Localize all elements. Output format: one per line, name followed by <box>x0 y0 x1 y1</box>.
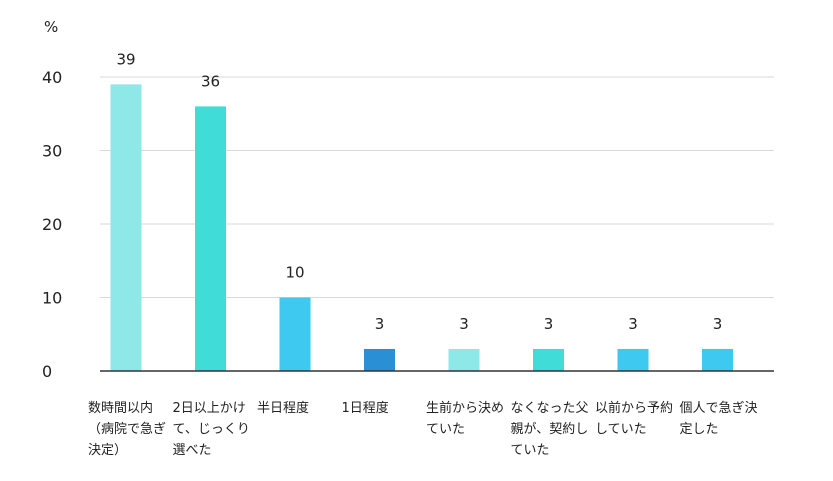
x-tick-label: 1日程度 <box>341 401 389 416</box>
bar <box>110 84 142 371</box>
bar <box>195 106 226 372</box>
data-label: 39 <box>116 50 135 68</box>
data-label: 3 <box>628 315 638 333</box>
x-tick-label: 個人で急ぎ決定した <box>679 401 758 437</box>
x-tick-label: 生前から決めていた <box>426 401 505 437</box>
y-tick-label: 30 <box>42 142 62 161</box>
data-label: 3 <box>459 315 469 333</box>
bar <box>448 348 480 371</box>
x-tick-label: 半日程度 <box>257 401 310 416</box>
data-labels: 39 36 10 3 3 3 3 3 <box>116 50 722 333</box>
x-tick-label: 以前から予約していた <box>595 401 674 437</box>
bar <box>533 348 564 371</box>
bar <box>702 348 733 371</box>
x-tick-label: 数時間以内（病院で急ぎ決定） <box>88 401 167 458</box>
data-label: 36 <box>201 72 220 90</box>
x-tick-label: 2日以上かけて、じっくり選べた <box>172 401 250 458</box>
y-tick-label: 40 <box>42 68 62 87</box>
x-tick-label: なくなった父親が、契約していた <box>510 401 589 458</box>
bar <box>364 348 395 371</box>
y-unit-label: % <box>44 18 58 36</box>
data-label: 3 <box>544 315 554 333</box>
bars <box>110 84 733 372</box>
data-label: 3 <box>375 315 385 333</box>
y-tick-label: 20 <box>42 215 62 234</box>
y-tick-label: 10 <box>42 289 62 308</box>
y-tick-label: 0 <box>42 362 52 381</box>
y-axis-ticks: 0 10 20 30 40 <box>42 68 62 381</box>
data-label: 10 <box>285 264 304 282</box>
bar <box>279 297 311 371</box>
data-label: 3 <box>713 315 723 333</box>
bar <box>617 348 649 371</box>
